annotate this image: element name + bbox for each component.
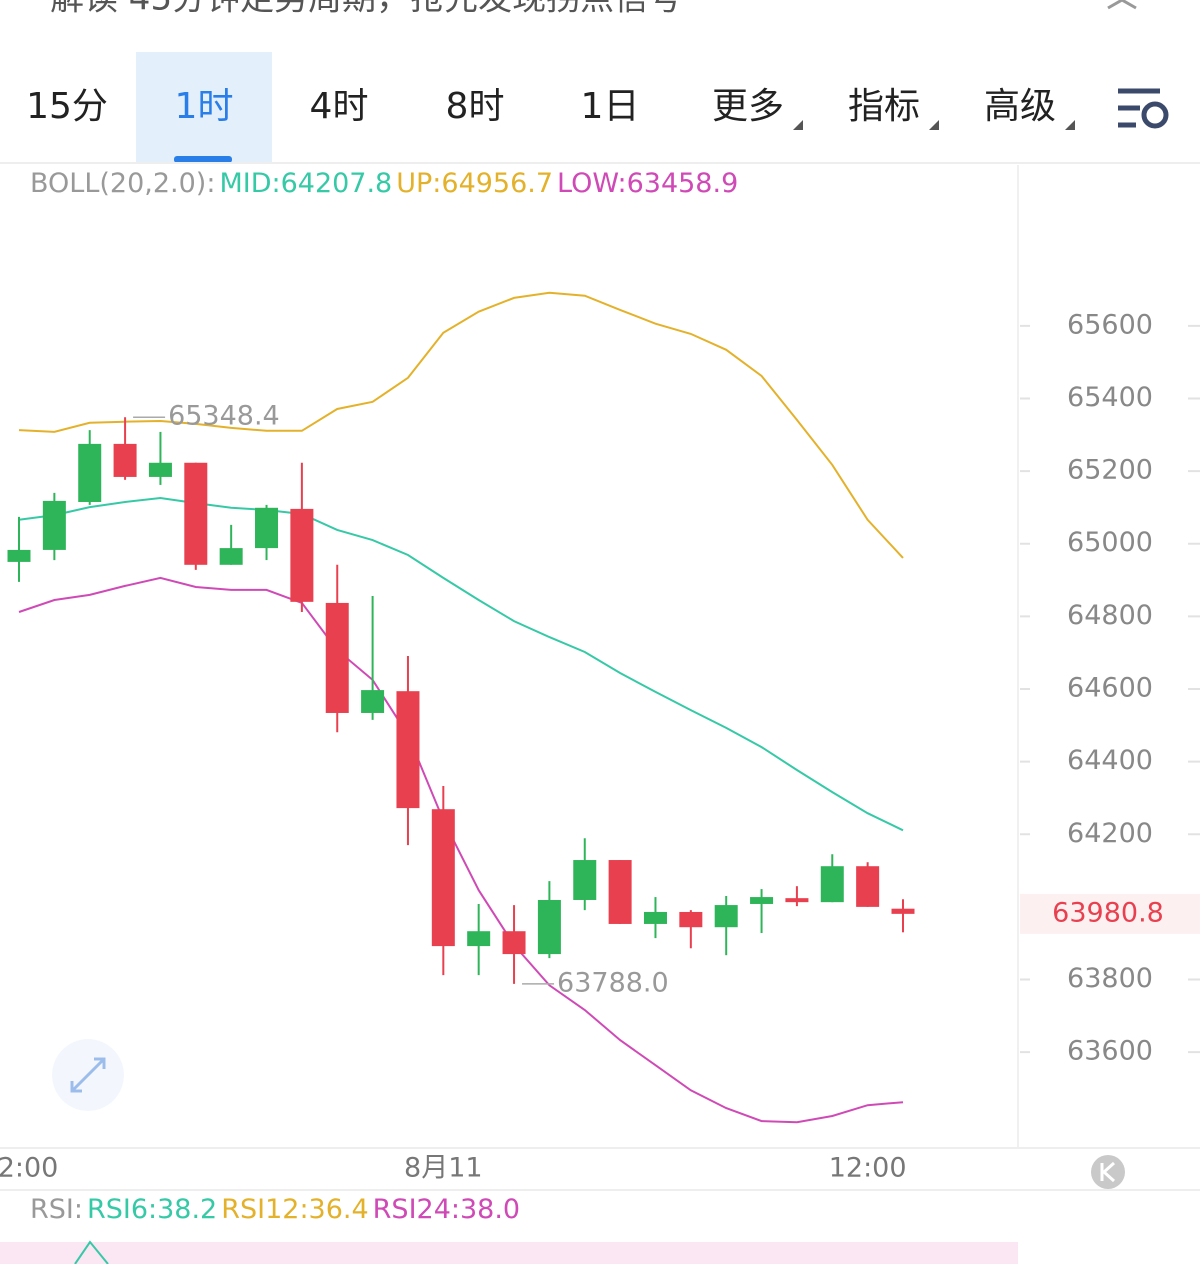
y-tick-label: 65000: [1067, 527, 1153, 558]
dropdown-caret: [793, 120, 803, 130]
candle-body: [78, 443, 102, 502]
x-tick-label: 8月11: [404, 1153, 483, 1184]
candle-body: [431, 809, 455, 947]
candle-body: [573, 860, 597, 900]
candle-body: [184, 462, 208, 565]
last-price-bg: [1020, 893, 1200, 934]
tab[interactable]: 15分: [26, 86, 108, 127]
legend-item: UP:64956.7: [396, 168, 553, 199]
candle-body: [290, 508, 314, 602]
candle-body: [891, 908, 915, 914]
candle-body: [42, 500, 66, 550]
article-title: 解读 45分钟走势周期，抢先发现拐点信号: [50, 0, 682, 19]
legend-item: LOW:63458.9: [557, 168, 738, 199]
legend-item: RSI:: [30, 1194, 83, 1225]
candle-body: [113, 443, 137, 477]
candle-body: [750, 897, 774, 904]
extreme-label: 65348.4: [168, 401, 280, 432]
y-tick-label: 65200: [1067, 455, 1153, 486]
candle-body: [148, 462, 172, 477]
expand-button[interactable]: [52, 1039, 124, 1111]
y-tick-label: 64400: [1067, 745, 1153, 776]
extreme-label: 63788.0: [557, 967, 669, 998]
candle-body: [467, 931, 491, 947]
candle-body: [643, 911, 667, 924]
boll-line: [18, 496, 904, 832]
rsi-decoration: [74, 1240, 109, 1264]
boll-line: [18, 291, 904, 559]
candle-body: [679, 911, 703, 928]
x-tick-label: 2:00: [0, 1153, 58, 1184]
y-tick-label: 63800: [1067, 963, 1153, 994]
legend-item: MID:64207.8: [219, 168, 392, 199]
boll-line: [18, 576, 904, 1124]
legend-item: RSI6:38.2: [87, 1194, 217, 1225]
legend: RSI: RSI6:38.2 RSI12:36.4 RSI24:38.0: [30, 1194, 520, 1225]
candle-body: [502, 931, 526, 955]
last-price-label: 63980.8: [1052, 897, 1164, 928]
legend: BOLL(20,2.0): MID:64207.8 UP:64956.7 LOW:63…: [30, 168, 738, 199]
active-tab-bg: [136, 52, 272, 163]
rsi-pane: [0, 1242, 1018, 1264]
candle-body: [396, 691, 420, 809]
dropdown-caret: [929, 120, 939, 130]
active-tab-indicator: [174, 156, 232, 163]
candle-body: [7, 549, 31, 562]
settings-icon[interactable]: [1118, 88, 1169, 129]
tab[interactable]: 高级: [984, 86, 1056, 127]
candle-body: [608, 860, 632, 924]
plot: 65600 65400 65200 65000 64800 64600 64400 64200…: [0, 168, 1200, 1225]
candle-body: [820, 866, 844, 903]
legend-item: BOLL(20,2.0):: [30, 168, 215, 199]
tab[interactable]: 4时: [310, 86, 369, 127]
y-tick-label: 64200: [1067, 818, 1153, 849]
tab-bar: 15分 1时 4时 8时 1日 更多 指标 高级: [26, 86, 1075, 130]
legend-item: RSI12:36.4: [221, 1194, 368, 1225]
tab[interactable]: 8时: [446, 86, 505, 127]
candle-body: [361, 690, 385, 713]
x-tick-label: 12:00: [829, 1153, 907, 1184]
legend-item: RSI24:38.0: [373, 1194, 520, 1225]
candle-body: [856, 866, 880, 907]
y-tick-label: 63600: [1067, 1036, 1153, 1067]
dropdown-caret: [1065, 120, 1075, 130]
scroll-start-button[interactable]: [1091, 1155, 1125, 1189]
candle-body: [785, 898, 809, 903]
y-tick-label: 64600: [1067, 673, 1153, 704]
tab[interactable]: 指标: [848, 86, 920, 127]
tab[interactable]: 1时: [175, 86, 234, 127]
y-tick-label: 64800: [1067, 600, 1153, 631]
candle-body: [714, 905, 738, 928]
y-tick-label: 65400: [1067, 382, 1153, 413]
y-tick-label: 65600: [1067, 309, 1153, 340]
candle-body: [325, 602, 349, 713]
candle-body: [219, 548, 243, 565]
candle-body: [537, 899, 561, 955]
candle-body: [255, 507, 279, 549]
tab[interactable]: 更多: [712, 86, 784, 127]
close-icon[interactable]: [1107, 0, 1137, 10]
tab[interactable]: 1日: [581, 86, 640, 127]
